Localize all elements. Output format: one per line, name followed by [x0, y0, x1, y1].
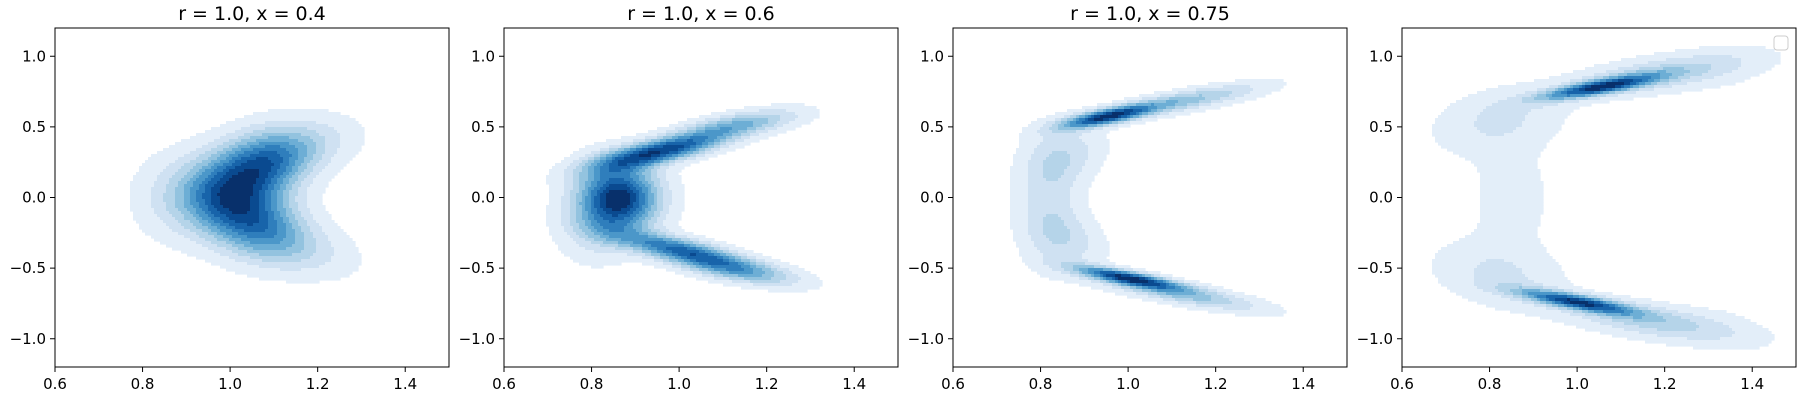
- x-tick-label: 1.2: [1204, 375, 1228, 393]
- x-tick-label: 0.6: [941, 375, 965, 393]
- x-tick-label: 1.0: [1565, 375, 1589, 393]
- x-tick-label: 1.0: [667, 375, 691, 393]
- panel-3: 0.6 0.8 1.0 1.2 1.4 −1.0 −0.5 0.0 0.5 1.0 r = 1.0,…: [908, 3, 1348, 393]
- x-tick-label: 1.4: [1291, 375, 1315, 393]
- panel-2: 0.6 0.8 1.0 1.2 1.4 −1.0 −0.5 0.0 0.5 1.0 r = 1.0,…: [459, 3, 899, 393]
- x-tick-label: 1.4: [1740, 375, 1764, 393]
- x-tick-label: 1.4: [393, 375, 417, 393]
- y-tick-label: −1.0: [1357, 330, 1393, 348]
- y-tick-label: −0.5: [10, 259, 46, 277]
- y-tick-label: 0.0: [471, 189, 495, 207]
- y-tick-label: 0.5: [920, 118, 944, 136]
- y-tick-label: −0.5: [459, 259, 495, 277]
- y-tick-label: 0.0: [920, 189, 944, 207]
- x-tick-label: 1.2: [1653, 375, 1677, 393]
- x-tick-label: 1.0: [218, 375, 242, 393]
- y-tick-label: −0.5: [908, 259, 944, 277]
- legend-box: [1773, 35, 1789, 51]
- x-tick-label: 0.6: [492, 375, 516, 393]
- density-contours: [130, 109, 365, 284]
- x-tick-label: 0.8: [131, 375, 155, 393]
- x-tick-label: 0.8: [1478, 375, 1502, 393]
- y-tick-label: −1.0: [908, 330, 944, 348]
- density-contours: [1010, 79, 1287, 317]
- y-tick-label: 1.0: [1369, 47, 1393, 65]
- x-tick-label: 0.6: [43, 375, 67, 393]
- y-tick-label: 0.5: [471, 118, 495, 136]
- y-tick-label: −0.5: [1357, 259, 1393, 277]
- y-tick-label: 1.0: [920, 47, 944, 65]
- density-contours: [546, 103, 823, 293]
- y-tick-label: 1.0: [471, 47, 495, 65]
- panel-title: r = 1.0, x = 0.6: [627, 3, 775, 25]
- y-tick-label: −1.0: [459, 330, 495, 348]
- x-tick-label: 0.6: [1390, 375, 1414, 393]
- panel-title: r = 1.0, x = 0.4: [178, 3, 326, 25]
- y-tick-label: 0.5: [1369, 118, 1393, 136]
- y-tick-label: 1.0: [22, 47, 46, 65]
- panel-4: 0.6 0.8 1.0 1.2 1.4 −1.0 −0.5 0.0 0.5 1.0: [1357, 27, 1797, 393]
- x-tick-label: 0.8: [1029, 375, 1053, 393]
- x-tick-label: 1.2: [306, 375, 330, 393]
- x-tick-label: 1.4: [842, 375, 866, 393]
- x-tick-label: 0.8: [580, 375, 604, 393]
- panel-title: r = 1.0, x = 0.75: [1070, 3, 1230, 25]
- y-tick-label: 0.0: [22, 189, 46, 207]
- y-tick-label: 0.0: [1369, 189, 1393, 207]
- panel-1: 0.6 0.8 1.0 1.2 1.4 −1.0 −0.5 0.0 0.5 1.0 r = 1.0,…: [10, 3, 450, 393]
- y-tick-label: 0.5: [22, 118, 46, 136]
- y-tick-label: −1.0: [10, 330, 46, 348]
- density-contours: [1432, 46, 1781, 350]
- x-tick-label: 1.2: [755, 375, 779, 393]
- x-tick-label: 1.0: [1116, 375, 1140, 393]
